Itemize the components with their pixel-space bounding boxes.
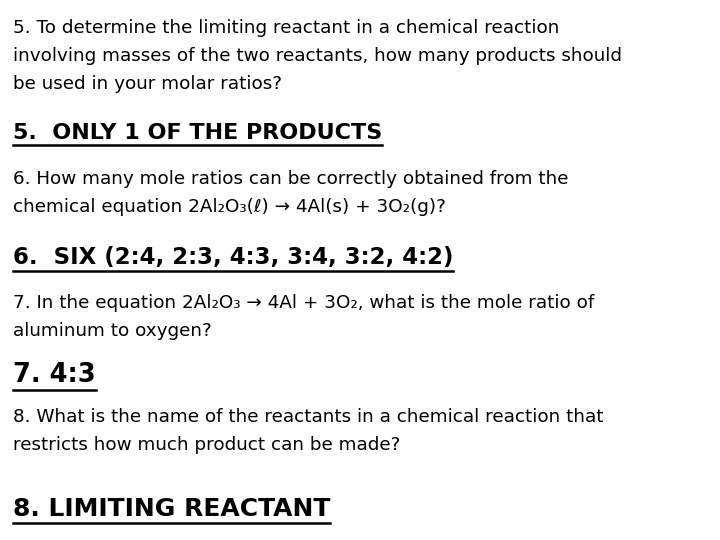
Text: 6. How many mole ratios can be correctly obtained from the: 6. How many mole ratios can be correctly… (13, 170, 569, 188)
Text: involving masses of the two reactants, how many products should: involving masses of the two reactants, h… (13, 47, 622, 65)
Text: 5.  ONLY 1 OF THE PRODUCTS: 5. ONLY 1 OF THE PRODUCTS (13, 123, 382, 143)
Text: be used in your molar ratios?: be used in your molar ratios? (13, 75, 282, 93)
Text: chemical equation 2Al₂O₃(ℓ) → 4Al(s) + 3O₂(g)?: chemical equation 2Al₂O₃(ℓ) → 4Al(s) + 3… (13, 198, 446, 216)
Text: 7. In the equation 2Al₂O₃ → 4Al + 3O₂, what is the mole ratio of: 7. In the equation 2Al₂O₃ → 4Al + 3O₂, w… (13, 294, 594, 312)
Text: 7. 4:3: 7. 4:3 (13, 362, 96, 388)
Text: 6.  SIX (2:4, 2:3, 4:3, 3:4, 3:2, 4:2): 6. SIX (2:4, 2:3, 4:3, 3:4, 3:2, 4:2) (13, 246, 454, 269)
Text: aluminum to oxygen?: aluminum to oxygen? (13, 322, 212, 340)
Text: 8. What is the name of the reactants in a chemical reaction that: 8. What is the name of the reactants in … (13, 408, 603, 426)
Text: 5. To determine the limiting reactant in a chemical reaction: 5. To determine the limiting reactant in… (13, 19, 559, 37)
Text: 8. LIMITING REACTANT: 8. LIMITING REACTANT (13, 497, 330, 521)
Text: restricts how much product can be made?: restricts how much product can be made? (13, 436, 400, 454)
